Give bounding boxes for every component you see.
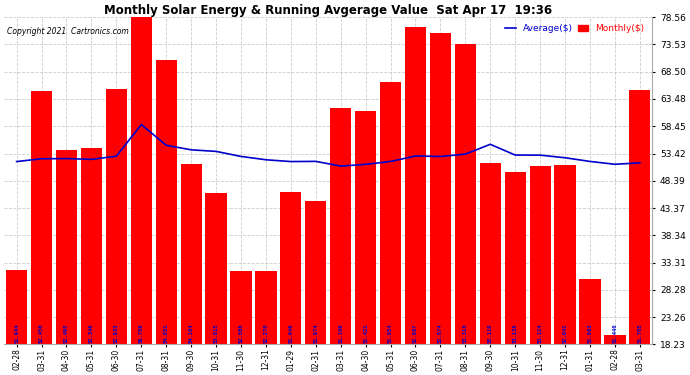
Bar xyxy=(156,60,177,344)
Text: 52.641: 52.641 xyxy=(562,324,568,344)
Bar xyxy=(504,171,526,344)
Text: 51.974: 51.974 xyxy=(313,324,318,344)
Text: Copyright 2021  Cartronics.com: Copyright 2021 Cartronics.com xyxy=(8,27,129,36)
Text: 52.967: 52.967 xyxy=(413,324,418,344)
Text: 53.815: 53.815 xyxy=(214,324,219,344)
Text: 52.495: 52.495 xyxy=(64,324,69,344)
Text: 58.759: 58.759 xyxy=(139,324,144,344)
Text: 51.440: 51.440 xyxy=(613,324,618,344)
Text: 53.138: 53.138 xyxy=(513,324,518,344)
Text: 52.874: 52.874 xyxy=(438,324,443,344)
Title: Monthly Solar Energy & Running Avgerage Value  Sat Apr 17  19:36: Monthly Solar Energy & Running Avgerage … xyxy=(104,4,552,17)
Bar xyxy=(305,201,326,344)
Bar xyxy=(355,111,376,344)
Bar xyxy=(629,90,651,344)
Text: 51.705: 51.705 xyxy=(638,324,642,344)
Text: 53.310: 53.310 xyxy=(463,324,468,344)
Bar xyxy=(380,82,401,344)
Bar xyxy=(405,27,426,344)
Text: 51.963: 51.963 xyxy=(587,324,593,344)
Text: 51.944: 51.944 xyxy=(14,324,19,344)
Text: 55.119: 55.119 xyxy=(488,324,493,344)
Bar xyxy=(280,192,302,344)
Text: 54.951: 54.951 xyxy=(164,324,168,344)
Text: 52.270: 52.270 xyxy=(264,324,268,344)
Text: 53.124: 53.124 xyxy=(538,324,542,344)
Text: 51.954: 51.954 xyxy=(388,324,393,344)
Legend: Average($), Monthly($): Average($), Monthly($) xyxy=(503,22,647,35)
Bar xyxy=(529,166,551,344)
Bar xyxy=(580,279,600,344)
Text: 51.109: 51.109 xyxy=(338,324,343,344)
Text: 54.104: 54.104 xyxy=(188,324,194,344)
Bar xyxy=(455,45,476,344)
Text: 52.340: 52.340 xyxy=(89,324,94,344)
Text: 52.886: 52.886 xyxy=(239,324,244,344)
Bar xyxy=(255,272,277,344)
Bar xyxy=(6,270,27,344)
Text: 51.421: 51.421 xyxy=(363,324,368,344)
Bar xyxy=(56,150,77,344)
Bar xyxy=(430,33,451,344)
Bar xyxy=(130,17,152,344)
Bar xyxy=(31,91,52,344)
Text: 51.940: 51.940 xyxy=(288,324,293,344)
Bar xyxy=(106,89,127,344)
Bar xyxy=(206,193,226,344)
Text: 52.933: 52.933 xyxy=(114,324,119,344)
Bar xyxy=(230,272,252,344)
Text: 52.450: 52.450 xyxy=(39,324,44,344)
Bar xyxy=(181,164,201,344)
Bar xyxy=(330,108,351,344)
Bar xyxy=(480,163,501,344)
Bar xyxy=(604,335,626,344)
Bar xyxy=(555,165,575,344)
Bar xyxy=(81,148,102,344)
